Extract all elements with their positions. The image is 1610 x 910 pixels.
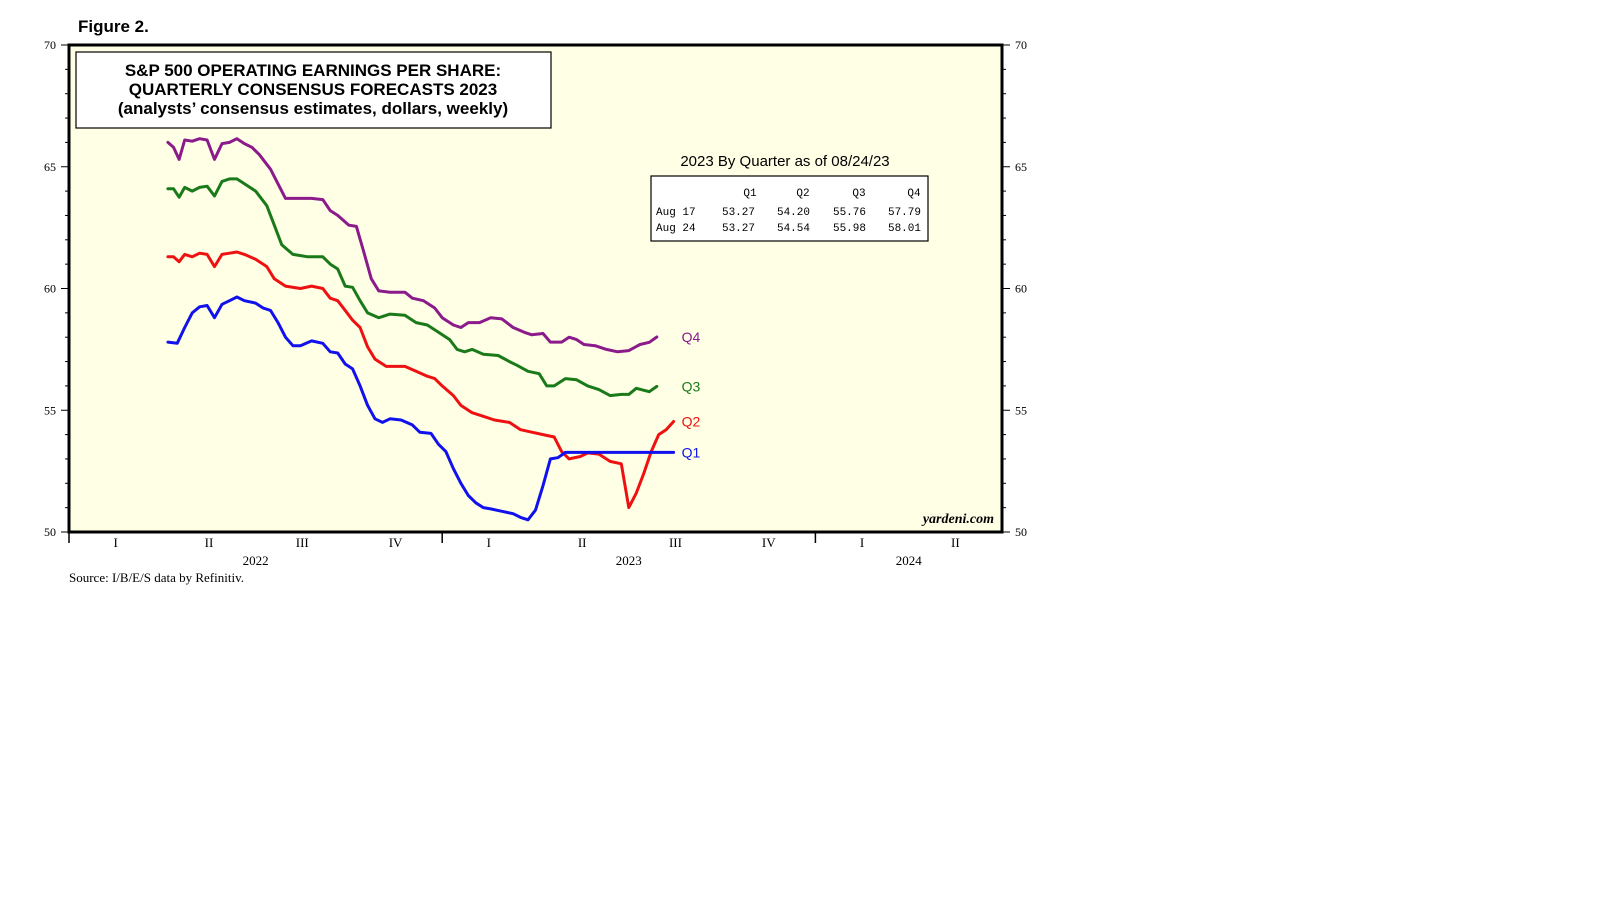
table-header-q2: Q2 [796, 188, 809, 200]
chart-title-line2: QUARTERLY CONSENSUS FORECASTS 2023 [129, 80, 497, 99]
x-year-label: 2022 [243, 553, 269, 568]
x-quarter-label: I [487, 535, 491, 550]
table-cell: 54.20 [777, 207, 810, 219]
table-row-label: Aug 17 [656, 207, 696, 219]
y-tick-label-right: 50 [1015, 525, 1027, 539]
table-cell: 57.79 [888, 207, 921, 219]
y-tick-label-right: 70 [1015, 38, 1027, 52]
title-box [75, 51, 552, 129]
x-year-label: 2023 [616, 553, 642, 568]
table-header-q4: Q4 [907, 188, 921, 200]
y-tick-label-right: 60 [1015, 282, 1027, 296]
table-cell: 55.98 [833, 223, 866, 235]
table-cell: 53.27 [722, 223, 755, 235]
series-line-q4 [166, 137, 659, 354]
series-label-q2: Q2 [682, 413, 701, 429]
y-tick-label-right: 65 [1015, 160, 1027, 174]
series-line-q1 [166, 295, 676, 522]
plot-border [67, 43, 1004, 534]
x-quarter-label: IV [762, 535, 776, 550]
series-label-q4: Q4 [682, 329, 701, 345]
series-lines: Q4 Q3 Q2 Q1 [166, 137, 701, 522]
x-quarter-label: I [113, 535, 117, 550]
y-tick-label-left: 60 [44, 282, 56, 296]
x-year-label: 2024 [896, 553, 923, 568]
as-of-label: 2023 By Quarter as of 08/24/23 [680, 153, 889, 170]
chart-title-line1: S&P 500 OPERATING EARNINGS PER SHARE: [125, 61, 501, 80]
chart-subtitle: (analysts’ consensus estimates, dollars,… [118, 99, 508, 118]
table-cell: 53.27 [722, 207, 755, 219]
estimates-table [650, 175, 929, 242]
table-header-q3: Q3 [852, 188, 865, 200]
y-tick-label-left: 70 [44, 38, 56, 52]
y-tick-label-left: 65 [44, 160, 56, 174]
x-quarter-label: II [205, 535, 214, 550]
table-cell: 54.54 [777, 223, 810, 235]
table-cell: 55.76 [833, 207, 866, 219]
x-quarter-label: IV [389, 535, 403, 550]
source-note: Source: I/B/E/S data by Refinitiv. [69, 570, 244, 585]
y-tick-label-right: 55 [1015, 403, 1027, 417]
x-quarter-label: II [951, 535, 960, 550]
series-label-q1: Q1 [682, 444, 701, 460]
brand-watermark: yardeni.com [921, 512, 994, 527]
y-tick-label-left: 50 [44, 525, 56, 539]
x-quarter-label: III [296, 535, 309, 550]
series-label-q3: Q3 [682, 378, 701, 394]
x-quarter-label: III [669, 535, 682, 550]
table-cell: 58.01 [888, 223, 921, 235]
y-tick-label-left: 55 [44, 403, 56, 417]
table-header-q1: Q1 [743, 188, 757, 200]
series-line-q3 [166, 177, 659, 398]
table-row-label: Aug 24 [656, 223, 696, 235]
x-quarter-label: II [578, 535, 587, 550]
y-axes: 50 50 55 55 60 60 65 65 70 70 [44, 38, 1027, 539]
figure-label: Figure 2. [78, 17, 149, 36]
x-quarter-label: I [860, 535, 864, 550]
